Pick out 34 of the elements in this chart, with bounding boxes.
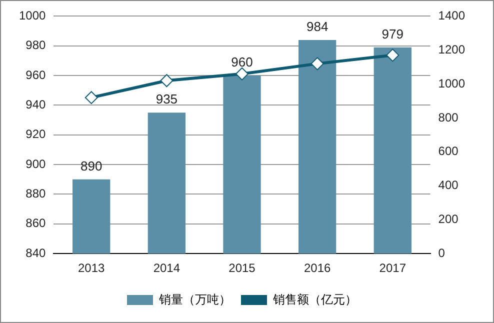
y2-tick-label: 1400	[438, 8, 466, 23]
y-tick-label: 860	[26, 216, 46, 230]
y-tick-label: 980	[26, 38, 46, 52]
y-tick-label: 840	[26, 246, 46, 260]
data-label: 984	[306, 19, 328, 34]
data-label: 935	[156, 92, 178, 107]
point	[84, 91, 98, 104]
x-tick-label: 2016	[304, 261, 331, 276]
y2-tick-label: 200	[438, 212, 459, 226]
y-tick-label: 940	[26, 98, 46, 112]
y-tick-label: 1000	[18, 8, 46, 23]
y2-tick-label: 1200	[438, 42, 466, 56]
data-label: 979	[382, 26, 404, 42]
y2-tick-label: 0	[438, 246, 446, 260]
y-tick-label: 960	[26, 68, 46, 82]
y2-tick-label: 600	[438, 144, 459, 158]
point	[236, 67, 248, 80]
y2-tick-label: 800	[438, 110, 459, 124]
legend-label: 销量（万吨）	[158, 292, 231, 306]
data-label: 960	[231, 54, 253, 70]
x-tick-label: 2017	[379, 261, 406, 276]
point	[160, 74, 174, 88]
y-tick-label: 920	[26, 127, 46, 142]
point	[310, 57, 324, 70]
data-label: 890	[80, 158, 102, 174]
y2-tick-label: 1000	[438, 76, 466, 90]
point	[386, 48, 400, 62]
x-tick-label: 2013	[78, 261, 106, 276]
y-tick-label: 880	[26, 186, 46, 201]
x-tick-label: 2015	[228, 261, 256, 276]
y2-tick-label: 400	[438, 178, 459, 192]
x-tick-label: 2014	[153, 261, 180, 276]
legend-label: 销售额（亿元）	[272, 292, 357, 306]
y-tick-label: 900	[26, 156, 46, 171]
